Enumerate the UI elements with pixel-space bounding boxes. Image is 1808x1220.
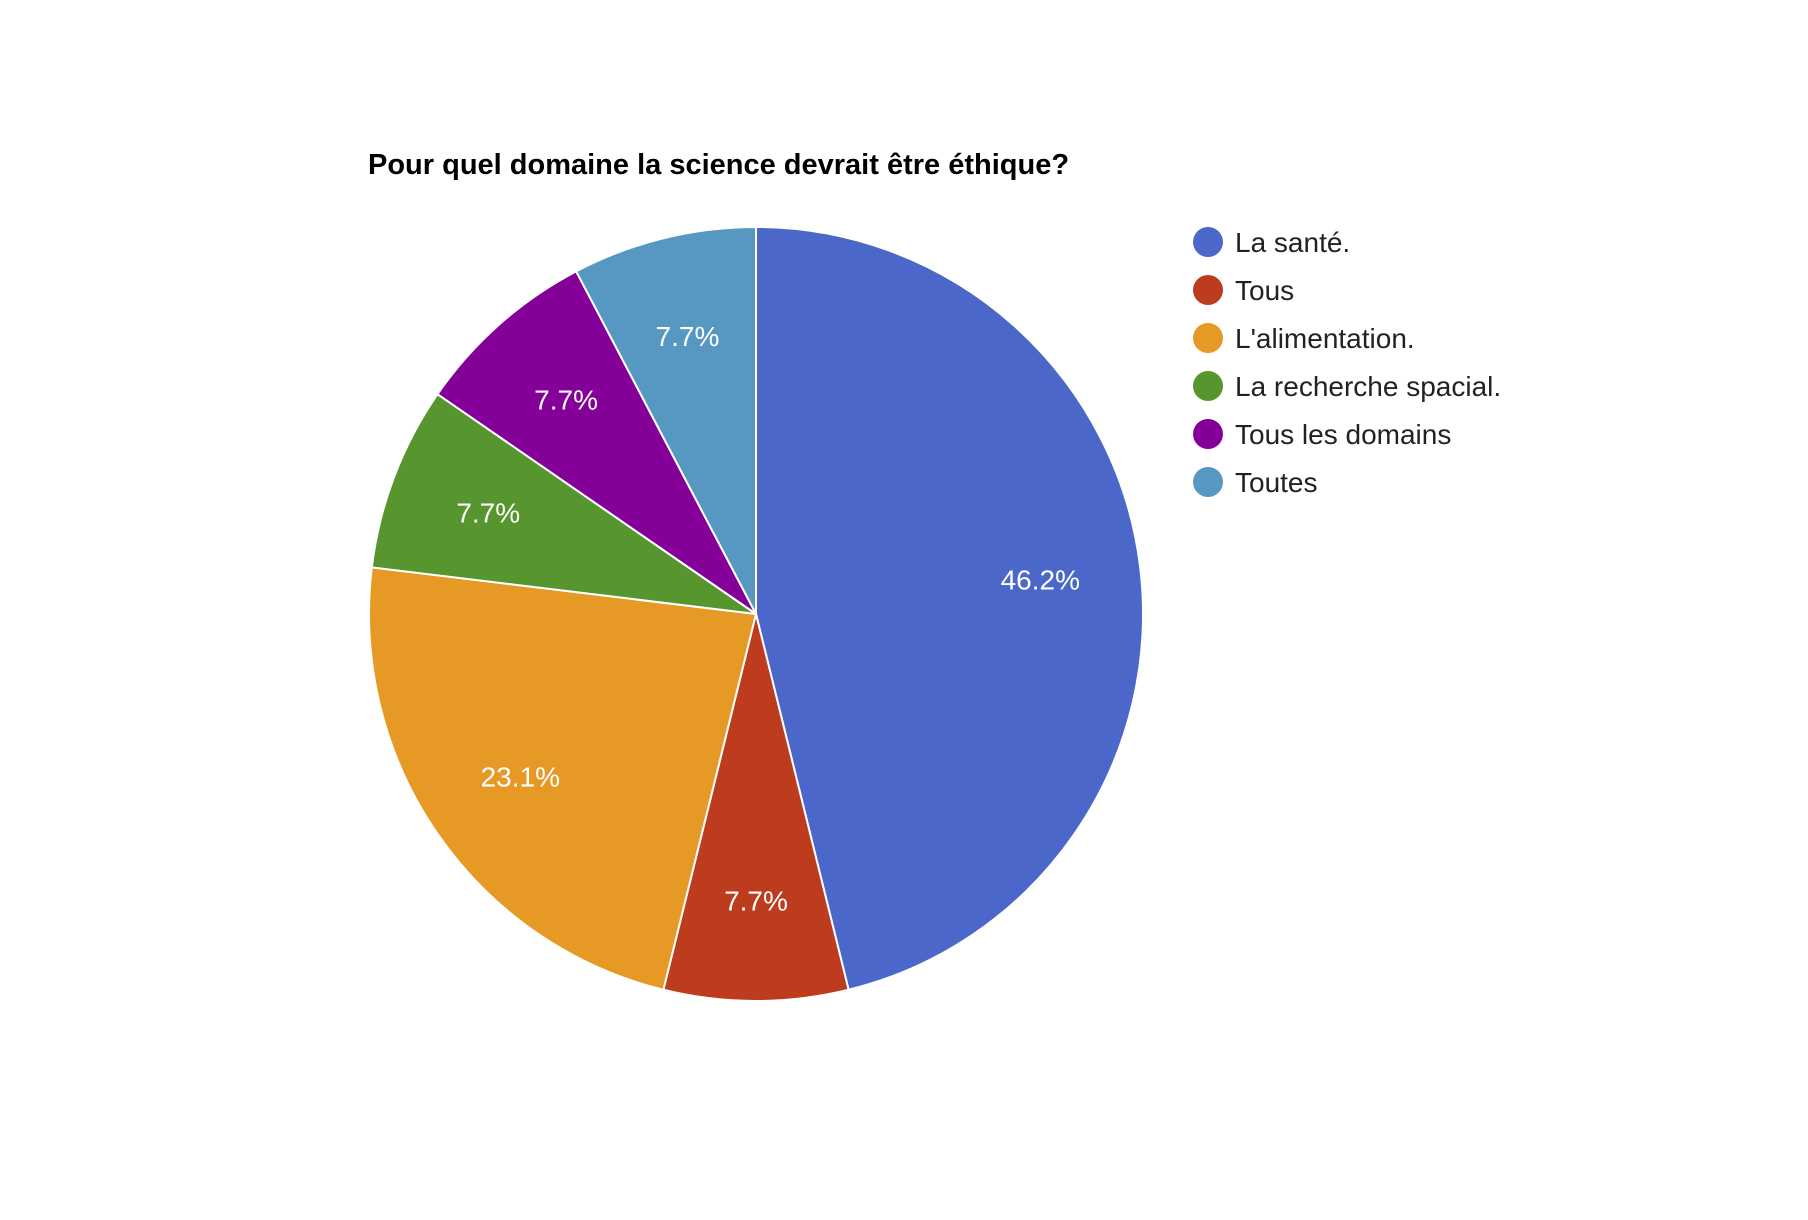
legend-label: La santé. [1235, 227, 1350, 258]
legend-label: Toutes [1235, 467, 1318, 498]
legend-label: Tous les domains [1235, 419, 1451, 450]
legend-swatch [1193, 323, 1223, 353]
legend-item: Toutes [1193, 467, 1318, 498]
legend-label: L'alimentation. [1235, 323, 1415, 354]
legend-label: La recherche spacial. [1235, 371, 1501, 402]
pie-slice [370, 392, 757, 615]
chart-title: Pour quel domaine la science devrait êtr… [368, 149, 1069, 181]
pie-slice [368, 566, 758, 991]
pie-slice-label: 7.7% [724, 885, 788, 916]
legend-swatch [1193, 275, 1223, 305]
pie-slice [755, 225, 1144, 991]
legend-label: Tous [1235, 275, 1294, 306]
pie-slice-labels: 46.2% 7.7% 23.1% 7.7% 7.7% 7.7% [456, 321, 1080, 916]
pie-slice [662, 613, 850, 1002]
pie-slice-label: 7.7% [534, 385, 598, 416]
pie-slice-label: 7.7% [456, 497, 520, 528]
pie-slice-label: 46.2% [1001, 564, 1080, 595]
legend-item: Tous [1193, 275, 1294, 306]
legend-swatch [1193, 419, 1223, 449]
legend: La santé. Tous L'alimentation. La recherche… [1193, 227, 1501, 498]
legend-item: La recherche spacial. [1193, 371, 1501, 402]
legend-swatch [1193, 227, 1223, 257]
pie-slices [368, 225, 1144, 1002]
legend-item: L'alimentation. [1193, 323, 1415, 354]
pie-slice-label: 7.7% [656, 321, 720, 352]
legend-swatch [1193, 467, 1223, 497]
pie-slice-label: 23.1% [481, 762, 560, 793]
pie-slice [574, 225, 757, 615]
pie-slice [436, 269, 757, 615]
legend-item: La santé. [1193, 227, 1350, 258]
legend-item: Tous les domains [1193, 419, 1451, 450]
legend-swatch [1193, 371, 1223, 401]
